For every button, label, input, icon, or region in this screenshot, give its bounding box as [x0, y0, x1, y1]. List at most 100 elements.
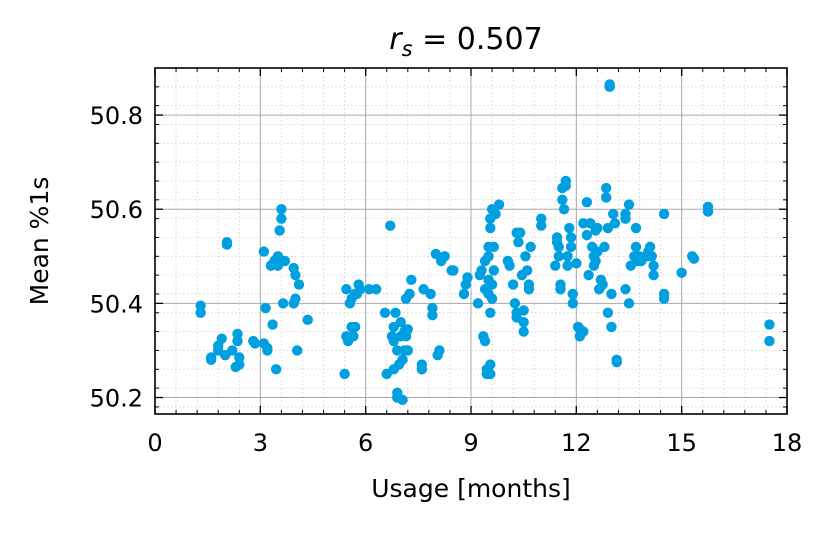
- data-point: [764, 335, 775, 347]
- y-axis-label: Mean %1s: [25, 177, 54, 306]
- data-point: [302, 314, 313, 326]
- data-point: [434, 345, 445, 356]
- data-point: [385, 220, 396, 231]
- data-point: [558, 204, 570, 215]
- data-point: [485, 307, 496, 318]
- data-point: [395, 317, 406, 328]
- data-point: [488, 265, 500, 276]
- data-point: [600, 182, 612, 194]
- data-point: [402, 345, 413, 356]
- data-point: [439, 251, 450, 262]
- data-point: [258, 246, 270, 257]
- data-point: [290, 269, 301, 281]
- data-point: [518, 305, 529, 316]
- data-point: [293, 279, 305, 290]
- data-point: [406, 274, 417, 286]
- data-point: [349, 321, 361, 333]
- data-point: [279, 255, 291, 267]
- data-point: [646, 251, 658, 262]
- data-point: [688, 253, 700, 264]
- chart-title: rs = 0.507: [389, 22, 542, 61]
- data-point: [462, 272, 473, 283]
- data-point: [560, 180, 571, 191]
- data-point: [562, 260, 573, 271]
- axis-ticks: [154, 67, 788, 414]
- data-point: [608, 208, 619, 220]
- data-point: [513, 236, 524, 248]
- y-tick-label: 50.8: [90, 102, 143, 130]
- data-point: [483, 251, 494, 262]
- data-point: [486, 279, 498, 290]
- data-point: [485, 368, 496, 380]
- x-tick-label: 12: [561, 429, 592, 457]
- data-point: [581, 229, 593, 241]
- x-tick-label: 0: [147, 429, 162, 457]
- data-point: [620, 208, 631, 220]
- data-point: [518, 326, 529, 337]
- data-point: [764, 319, 775, 330]
- data-point: [292, 345, 303, 356]
- data-point: [404, 288, 415, 300]
- data-point: [262, 345, 273, 356]
- data-point: [597, 279, 608, 290]
- data-point: [553, 241, 564, 253]
- data-point: [557, 194, 568, 206]
- data-point: [623, 199, 635, 210]
- data-point: [379, 307, 391, 318]
- data-point: [648, 269, 659, 281]
- data-point: [490, 208, 501, 220]
- data-point: [564, 222, 575, 234]
- data-point: [488, 241, 500, 253]
- data-point: [276, 204, 287, 215]
- data-point: [205, 352, 217, 363]
- data-point: [581, 196, 593, 208]
- data-point: [274, 225, 285, 236]
- data-point: [355, 284, 366, 295]
- data-point: [565, 241, 577, 253]
- data-point: [623, 298, 635, 309]
- data-point: [416, 359, 428, 370]
- data-point: [521, 265, 533, 276]
- data-point: [562, 251, 573, 262]
- y-tick-label: 50.4: [90, 290, 143, 318]
- data-point: [397, 354, 408, 366]
- data-point: [520, 251, 531, 262]
- data-point: [486, 293, 498, 304]
- data-point: [518, 317, 529, 328]
- x-tick-label: 15: [666, 429, 697, 457]
- data-point: [676, 267, 687, 278]
- data-point: [267, 319, 278, 330]
- data-point: [606, 321, 617, 333]
- data-point: [249, 338, 261, 349]
- data-point: [371, 284, 382, 295]
- data-point: [195, 307, 206, 318]
- data-point: [339, 368, 350, 380]
- data-point: [658, 208, 670, 220]
- data-point: [509, 298, 521, 309]
- data-point: [523, 284, 535, 295]
- data-point: [555, 284, 566, 295]
- data-point: [583, 269, 594, 281]
- data-point: [448, 265, 459, 276]
- data-point: [604, 81, 615, 93]
- data-point: [599, 241, 610, 253]
- data-point: [507, 279, 519, 290]
- data-point: [485, 222, 496, 234]
- data-point: [602, 307, 614, 318]
- data-point: [341, 284, 352, 295]
- data-point: [571, 258, 582, 269]
- grid: [154, 67, 788, 414]
- data-point: [276, 213, 287, 224]
- x-tick-label: 9: [463, 429, 478, 457]
- data-point: [397, 394, 408, 406]
- data-point: [425, 288, 436, 300]
- data-point: [551, 232, 563, 243]
- x-tick-label: 6: [358, 429, 373, 457]
- data-point: [277, 298, 289, 309]
- data-point: [348, 331, 359, 342]
- data-point: [260, 302, 271, 314]
- data-point: [550, 260, 561, 271]
- data-point: [553, 251, 564, 262]
